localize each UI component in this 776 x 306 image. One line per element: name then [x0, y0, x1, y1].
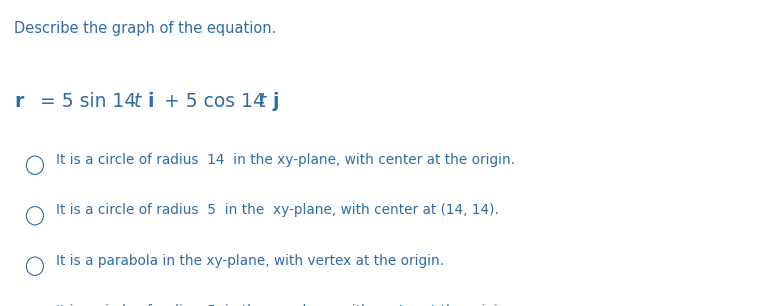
Text: It is a circle of radius  5  in the  xy-plane, with center at the origin.: It is a circle of radius 5 in the xy-pla…	[56, 304, 511, 306]
Text: It is a circle of radius  5  in the  xy-plane, with center at (14, 14).: It is a circle of radius 5 in the xy-pla…	[56, 203, 499, 217]
Text: It is a circle of radius  14  in the ​xy-plane, with center at the origin.: It is a circle of radius 14 in the ​xy-p…	[56, 153, 515, 167]
Text: t: t	[258, 92, 266, 111]
Text: r: r	[14, 92, 23, 111]
Text: i: i	[147, 92, 154, 111]
Text: j: j	[272, 92, 279, 111]
Text: It is a parabola in the xy-plane, with vertex at the origin.: It is a parabola in the xy-plane, with v…	[56, 254, 444, 268]
Text: Describe the graph of the equation.: Describe the graph of the equation.	[14, 21, 276, 36]
Text: = 5 sin 14: = 5 sin 14	[34, 92, 137, 111]
Text: + 5 cos 14: + 5 cos 14	[158, 92, 265, 111]
Text: t: t	[133, 92, 141, 111]
